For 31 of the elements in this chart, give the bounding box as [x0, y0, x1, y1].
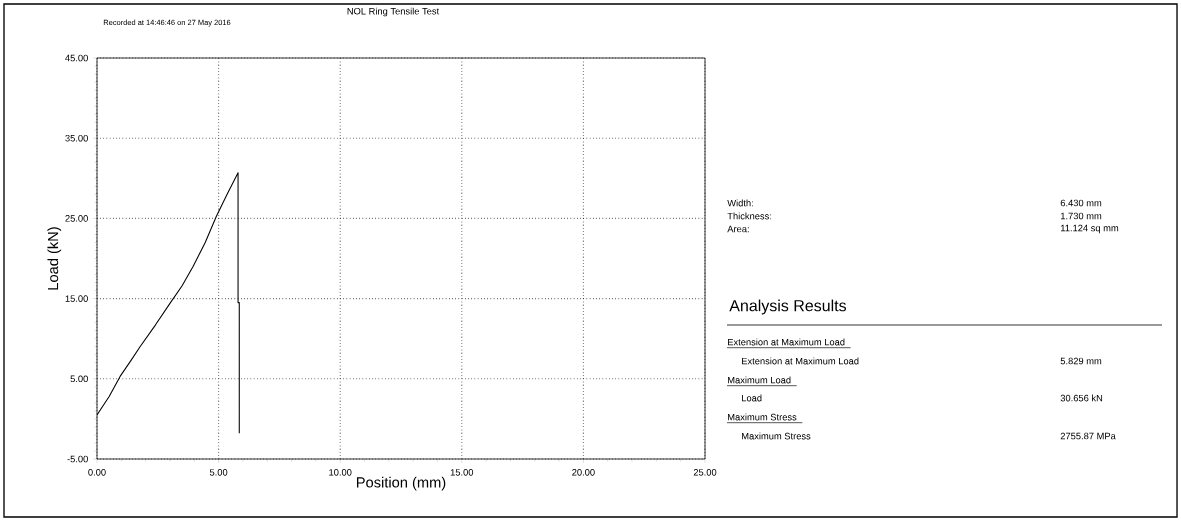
text: 6.430 mm — [1060, 199, 1102, 207]
x-tick-label: 10.00 — [329, 469, 352, 476]
y-tick-label: 15.00 — [65, 295, 88, 302]
y-tick-label: 35.00 — [65, 134, 88, 142]
y-tick-label: 5.00 — [70, 375, 88, 383]
x-tick-label: 25.00 — [693, 469, 717, 476]
y-tick-label: -5.00 — [67, 455, 88, 463]
text: Width: — [727, 199, 753, 207]
x-tick-label: 5.00 — [209, 469, 228, 476]
text: Area: — [727, 225, 749, 233]
x-tick-label: 0.00 — [88, 469, 106, 476]
text: 2755.87 MPa — [1060, 432, 1116, 440]
text: Maximum Stress — [728, 413, 797, 421]
text: 11.124 sq mm — [1060, 224, 1119, 234]
y-axis-title: Load (kN) — [47, 227, 62, 290]
text: Load — [742, 394, 762, 402]
text: 1.730 mm — [1060, 212, 1102, 220]
chart-title: NOL Ring Tensile Test — [347, 7, 440, 17]
text: Extension at Maximum Load — [742, 357, 859, 365]
text: 30.656 kN — [1060, 394, 1103, 402]
y-tick-label: 45.00 — [65, 54, 88, 62]
text: Analysis Results — [729, 299, 847, 315]
x-axis-title: Position (mm) — [356, 476, 446, 491]
x-tick-label: 15.00 — [450, 469, 474, 476]
text: Extension at Maximum Load — [728, 338, 845, 346]
x-tick-label: 20.00 — [572, 469, 595, 476]
text: Thickness: — [727, 212, 772, 220]
text: Maximum Load — [728, 376, 791, 384]
y-tick-label: 25.00 — [65, 215, 88, 222]
text: Maximum Stress — [742, 432, 811, 440]
text: 5.829 mm — [1060, 357, 1102, 365]
